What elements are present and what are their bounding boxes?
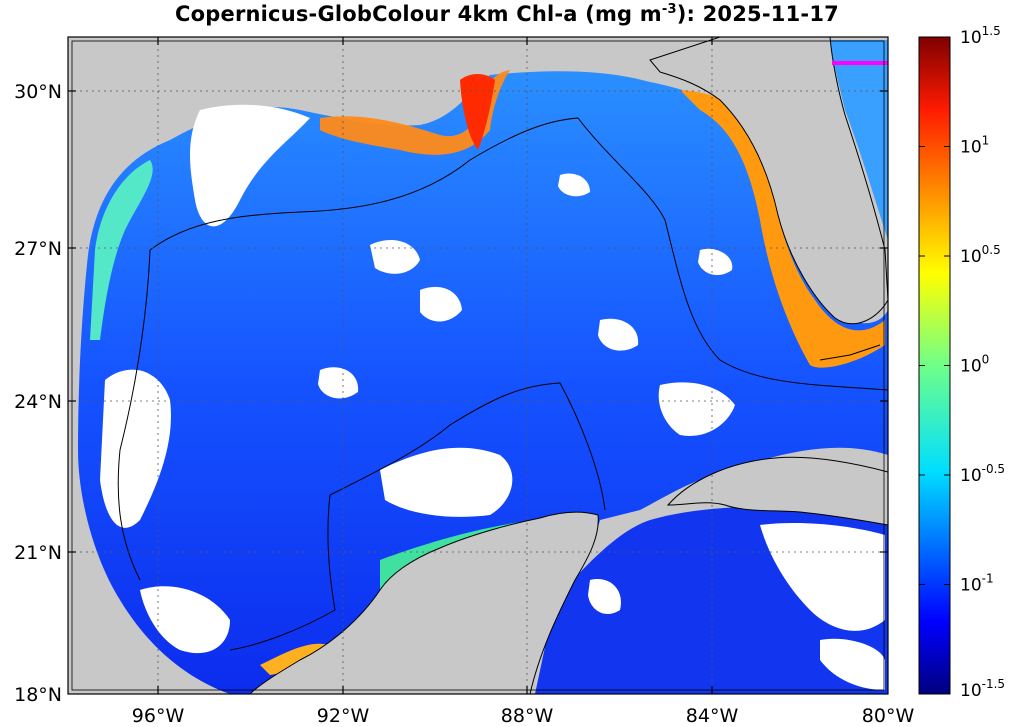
lon-label-96w: 96°W bbox=[132, 705, 185, 727]
map-frame bbox=[67, 36, 889, 695]
lon-label-88w: 88°W bbox=[501, 705, 554, 727]
delta-bloom bbox=[460, 74, 495, 150]
lon-label-92w: 92°W bbox=[317, 705, 370, 727]
lon-label-84w: 84°W bbox=[686, 705, 739, 727]
title-suffix: ): 2025-11-17 bbox=[676, 2, 839, 26]
map-panel bbox=[68, 37, 888, 694]
florida-peninsula bbox=[649, 37, 888, 325]
colorbar-tick-label: 10-1 bbox=[960, 572, 994, 596]
colorbar-tick-label: 100.5 bbox=[960, 243, 1001, 267]
atlantic-water bbox=[830, 40, 888, 240]
tabasco-bloom bbox=[260, 643, 330, 675]
map-title: Copernicus-GlobColour 4km Chl-a (mg m-3)… bbox=[0, 2, 1014, 26]
florida-shelf-bloom bbox=[680, 90, 885, 368]
lat-label-27n: 27°N bbox=[14, 238, 62, 260]
colorbar-tick-label: 10-0.5 bbox=[960, 462, 1005, 486]
title-exponent: -3 bbox=[661, 2, 677, 17]
colorbar-tick-label: 101 bbox=[960, 134, 989, 158]
lon-label-80w: 80°W bbox=[862, 705, 915, 727]
map-inner-frame bbox=[71, 40, 885, 691]
lat-label-21n: 21°N bbox=[14, 542, 62, 564]
lat-label-30n: 30°N bbox=[14, 81, 62, 103]
gulf-water bbox=[78, 71, 888, 694]
texas-coast-green bbox=[90, 160, 153, 340]
axis-ticks bbox=[68, 37, 888, 694]
colorbar-tick-label: 100 bbox=[960, 353, 989, 377]
florida-keys bbox=[819, 344, 881, 361]
lat-label-24n: 24°N bbox=[14, 391, 62, 413]
cuba bbox=[666, 456, 888, 526]
land-masses bbox=[249, 37, 888, 694]
eez-boundary bbox=[117, 117, 888, 651]
title-prefix: Copernicus-GlobColour 4km Chl-a (mg m bbox=[175, 2, 662, 26]
lat-label-18n: 18°N bbox=[14, 684, 62, 706]
graticule bbox=[68, 37, 888, 694]
yucatan-peninsula bbox=[249, 511, 599, 694]
colorbar-tick-label: 10-1.5 bbox=[960, 677, 1005, 701]
nodata-clouds bbox=[100, 104, 885, 690]
colorbar-ticks: 101.5 101 100.5 100 10-0.5 10-1 10-1.5 bbox=[919, 24, 1005, 701]
colorbar-tick-label: 101.5 bbox=[960, 24, 1001, 48]
louisiana-bloom bbox=[320, 70, 510, 155]
